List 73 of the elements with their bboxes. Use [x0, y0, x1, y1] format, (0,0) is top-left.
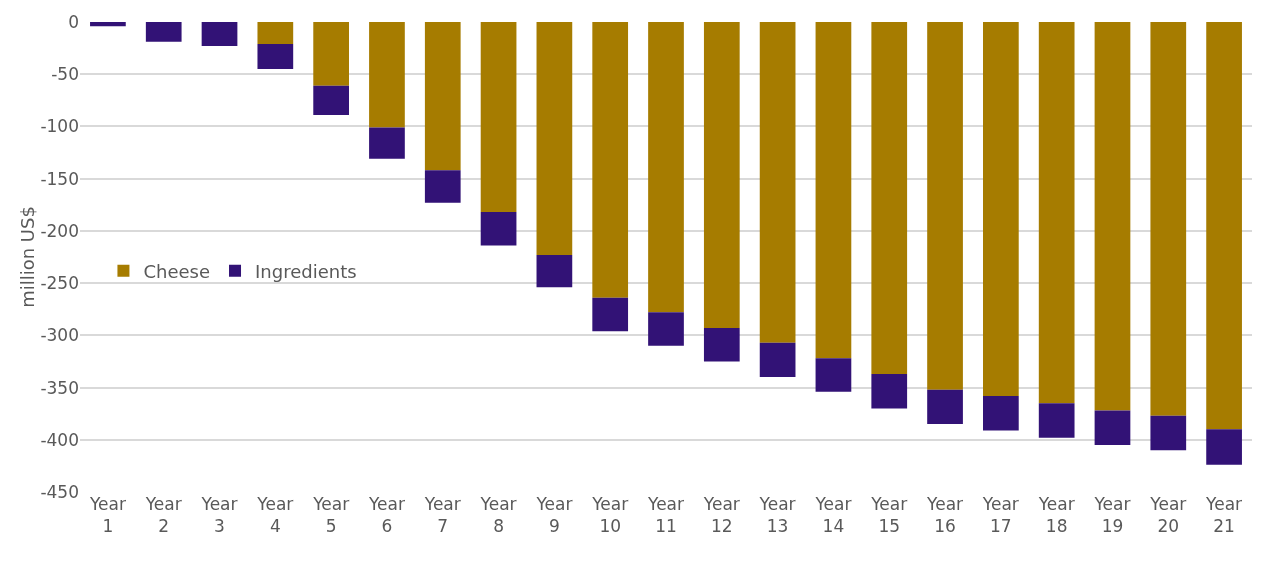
bar: [759, 342, 796, 378]
bar: [257, 43, 294, 69]
bar: [1094, 22, 1131, 411]
bar: [927, 22, 963, 390]
x-tick-label: Year 7: [423, 494, 461, 537]
bar: [145, 22, 182, 42]
bar: [983, 395, 1019, 431]
bar: [815, 22, 852, 359]
bar: [1206, 429, 1242, 465]
y-axis-title: million US$: [17, 206, 38, 308]
y-tick-label: -350: [40, 377, 79, 398]
bar: [592, 297, 629, 332]
x-tick-label: Year 5: [312, 494, 350, 537]
bar: [424, 170, 461, 203]
bar: [1150, 415, 1187, 451]
bar: [1038, 403, 1075, 438]
bar: [1206, 22, 1242, 430]
y-tick-label: -250: [40, 273, 79, 294]
bar: [871, 22, 908, 374]
bar: [369, 127, 405, 159]
bar: [424, 22, 461, 171]
x-tick-label: Year 9: [535, 494, 573, 537]
y-tick-label: -100: [40, 116, 79, 137]
bar: [257, 22, 294, 44]
x-tick-label: Year 6: [367, 494, 405, 537]
bar: [1094, 410, 1131, 445]
bar: [313, 85, 349, 115]
y-tick-label: 0: [68, 11, 79, 32]
x-tick-label: Year 10: [591, 494, 629, 537]
bar: [759, 22, 796, 343]
bar: [90, 22, 126, 27]
x-tick-label: Year 2: [144, 494, 182, 537]
bar: [983, 22, 1019, 396]
y-tick-label: -300: [40, 325, 79, 346]
x-tick-label: Year 3: [200, 494, 238, 537]
bar: [703, 22, 740, 329]
bar: [592, 22, 629, 298]
x-tick-label: Year 4: [256, 494, 294, 537]
bar: [648, 22, 684, 313]
x-tick-label: Year 12: [702, 494, 740, 537]
x-tick-label: Year 1: [88, 494, 126, 537]
bar: [369, 22, 405, 128]
x-tick-label: Year 11: [647, 494, 684, 537]
y-tick-label: -450: [40, 481, 79, 502]
x-tick-label: Year 21: [1205, 494, 1243, 537]
bar: [480, 212, 517, 246]
bar: [201, 22, 238, 47]
bar: [927, 389, 963, 425]
bar: [480, 22, 517, 213]
bar: [536, 22, 573, 255]
bar: [313, 22, 349, 86]
x-tick-label: Year 19: [1093, 494, 1131, 537]
bar: [871, 373, 908, 409]
legend-label: Cheese: [143, 260, 211, 282]
x-tick-label: Year 18: [1037, 494, 1075, 537]
x-tick-label: Year 20: [1149, 494, 1187, 537]
x-tick-label: Year 8: [479, 494, 517, 537]
bar: [703, 328, 740, 362]
bar: [648, 312, 684, 346]
x-tick-label: Year 15: [870, 494, 908, 537]
x-tick-label: Year 16: [926, 494, 964, 537]
bar: [536, 254, 573, 288]
legend-label: Ingredients: [255, 260, 357, 282]
x-tick-label: Year 17: [981, 494, 1019, 537]
bar: [815, 358, 852, 392]
y-tick-label: -200: [40, 220, 79, 241]
y-tick-label: -50: [51, 64, 79, 85]
bar: [1150, 22, 1187, 416]
y-tick-label: -400: [40, 429, 79, 450]
y-tick-label: -150: [40, 168, 79, 189]
x-tick-label: Year 14: [814, 494, 852, 537]
x-tick-label: Year 13: [758, 494, 796, 537]
bar: [1038, 22, 1075, 404]
